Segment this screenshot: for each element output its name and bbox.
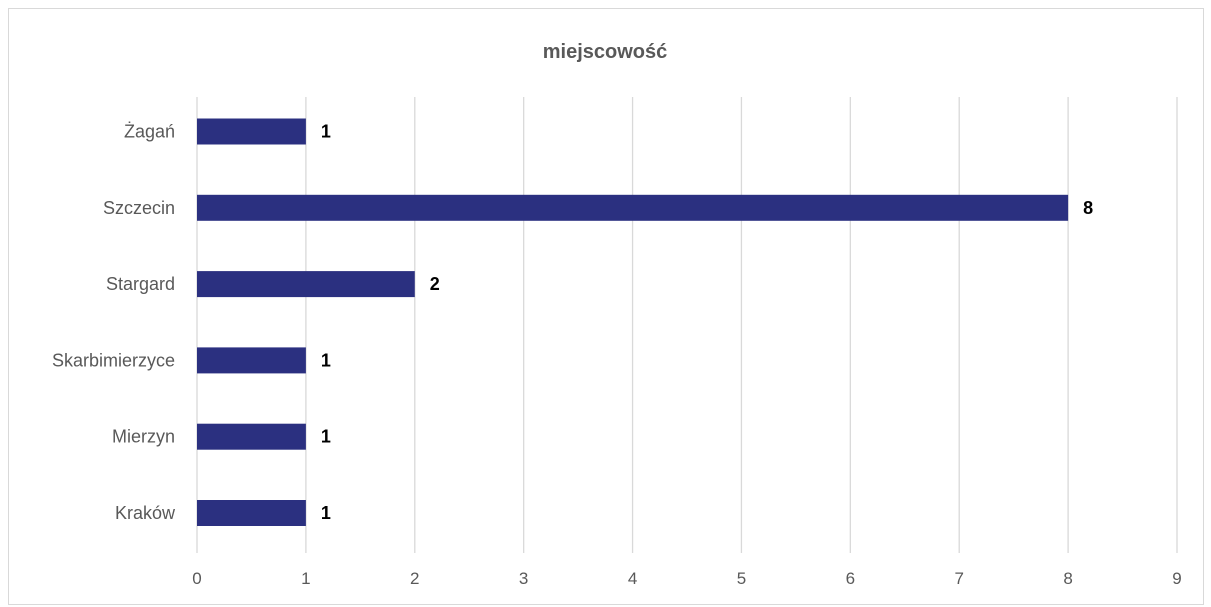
data-label-1: 1 bbox=[321, 427, 331, 447]
x-tick-label-3: 3 bbox=[519, 569, 528, 588]
chart-title: miejscowość bbox=[543, 41, 668, 63]
category-label-3: Stargard bbox=[106, 274, 175, 294]
bar-0 bbox=[197, 500, 306, 526]
x-tick-label-5: 5 bbox=[737, 569, 746, 588]
bar-5 bbox=[197, 118, 306, 145]
x-tick-label-0: 0 bbox=[192, 569, 201, 588]
category-label-4: Szczecin bbox=[103, 198, 175, 218]
data-label-4: 8 bbox=[1083, 198, 1093, 218]
category-label-0: Kraków bbox=[115, 503, 176, 523]
category-label-1: Mierzyn bbox=[112, 427, 175, 447]
bars bbox=[197, 118, 1069, 526]
x-tick-label-9: 9 bbox=[1172, 569, 1181, 588]
data-labels: 1 1 1 2 8 1 bbox=[321, 122, 1093, 524]
data-label-0: 1 bbox=[321, 503, 331, 523]
bar-1 bbox=[197, 423, 306, 450]
data-label-5: 1 bbox=[321, 122, 331, 142]
data-label-3: 2 bbox=[430, 274, 440, 294]
x-tick-label-8: 8 bbox=[1063, 569, 1072, 588]
category-label-5: Żagań bbox=[124, 122, 175, 142]
x-tick-label-2: 2 bbox=[410, 569, 419, 588]
bar-3 bbox=[197, 271, 415, 298]
category-label-2: Skarbimierzyce bbox=[52, 350, 175, 370]
category-labels: Kraków Mierzyn Skarbimierzyce Stargard Szcze… bbox=[52, 122, 176, 524]
bar-2 bbox=[197, 347, 306, 374]
x-tick-label-1: 1 bbox=[301, 569, 310, 588]
x-tick-label-6: 6 bbox=[846, 569, 855, 588]
data-label-2: 1 bbox=[321, 350, 331, 370]
x-tick-label-7: 7 bbox=[954, 569, 963, 588]
bar-4 bbox=[197, 194, 1069, 221]
gridlines bbox=[196, 97, 1178, 553]
x-axis-tick-labels: 0 1 2 3 4 5 6 7 8 9 bbox=[192, 569, 1181, 588]
x-tick-label-4: 4 bbox=[628, 569, 637, 588]
